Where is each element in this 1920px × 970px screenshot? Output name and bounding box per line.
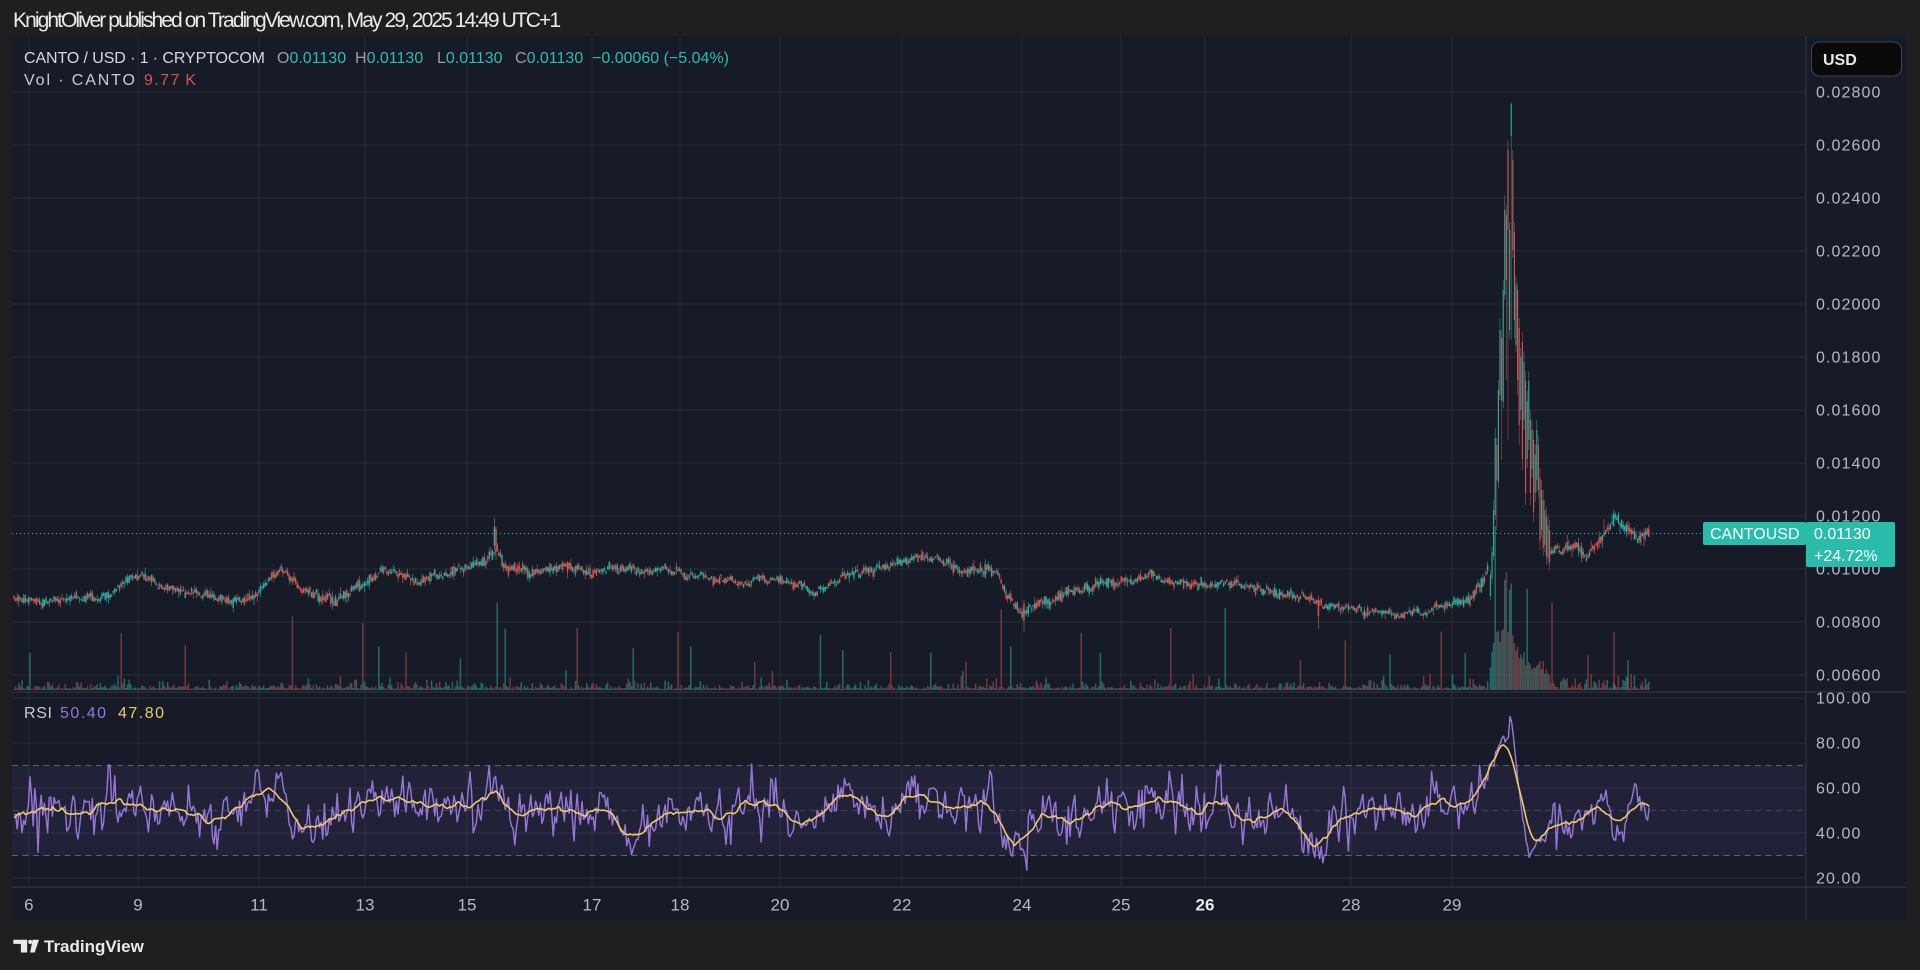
svg-text:TradingView: TradingView [44,937,145,956]
svg-text:9.77 K: 9.77 K [144,72,196,89]
svg-text:+24.72%: +24.72% [1814,548,1878,565]
svg-text:0.02000: 0.02000 [1816,297,1882,314]
svg-text:CANTO / USD · 1 · CRYPTOCOM: CANTO / USD · 1 · CRYPTOCOM [24,50,265,67]
svg-text:0.01200: 0.01200 [1816,509,1882,526]
svg-text:80.00: 80.00 [1816,736,1862,753]
svg-text:6: 6 [24,896,33,915]
svg-text:17: 17 [583,896,602,915]
svg-text:0.00600: 0.00600 [1816,668,1882,685]
svg-text:0.02600: 0.02600 [1816,138,1882,155]
svg-text:60.00: 60.00 [1816,781,1862,798]
svg-text:CANTOUSD: CANTOUSD [1710,526,1800,543]
svg-text:50.40: 50.40 [60,705,106,722]
svg-text:0.01130: 0.01130 [1814,526,1871,543]
svg-text:29: 29 [1443,896,1462,915]
svg-text:47.80: 47.80 [118,705,164,722]
svg-text:22: 22 [893,896,912,915]
svg-text:25: 25 [1112,896,1131,915]
svg-text:100.00: 100.00 [1816,691,1872,708]
svg-text:26: 26 [1196,896,1215,915]
svg-text:24: 24 [1013,896,1032,915]
svg-text:11: 11 [250,896,268,915]
svg-text:0.02400: 0.02400 [1816,191,1882,208]
svg-text:0.01400: 0.01400 [1816,456,1882,473]
svg-text:20: 20 [771,896,790,915]
svg-text:0.02800: 0.02800 [1816,85,1882,102]
svg-text:13: 13 [356,896,375,915]
svg-text:28: 28 [1342,896,1361,915]
svg-text:20.00: 20.00 [1816,871,1862,888]
svg-text:0.01600: 0.01600 [1816,403,1882,420]
svg-text:0.00800: 0.00800 [1816,615,1882,632]
svg-text:15: 15 [458,896,477,915]
svg-text:40.00: 40.00 [1816,826,1862,843]
svg-text:KnightOliver published on Trad: KnightOliver published on TradingView.co… [13,9,561,32]
svg-text:0.02200: 0.02200 [1816,244,1882,261]
svg-text:9: 9 [133,896,142,915]
svg-text:18: 18 [671,896,690,915]
svg-text:RSI: RSI [24,705,52,722]
svg-text:0.01800: 0.01800 [1816,350,1882,367]
svg-text:USD: USD [1823,52,1857,69]
svg-text:Vol · CANTO: Vol · CANTO [24,72,135,89]
